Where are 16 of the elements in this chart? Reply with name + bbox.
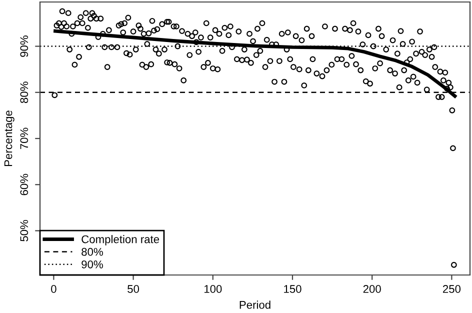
y-tick-label: 60% — [20, 174, 28, 196]
x-tick-label: 50 — [128, 285, 140, 293]
legend-label: 80% — [82, 248, 103, 256]
y-tick-label: 70% — [20, 128, 28, 150]
x-tick-label: 100 — [204, 285, 222, 293]
x-axis-title: Period — [240, 300, 270, 309]
x-tick-label: 250 — [442, 285, 461, 293]
y-axis-title: Percentage — [4, 110, 14, 166]
legend-label: 90% — [82, 260, 103, 268]
y-tick-label: 80% — [20, 82, 28, 104]
x-tick-label: 0 — [51, 285, 56, 293]
x-tick-label: 150 — [284, 285, 302, 293]
legend-label: Completion rate — [82, 235, 160, 246]
y-tick-label: 90% — [20, 36, 28, 57]
x-tick-label: 200 — [363, 285, 381, 293]
y-tick-label: 50% — [20, 220, 28, 242]
